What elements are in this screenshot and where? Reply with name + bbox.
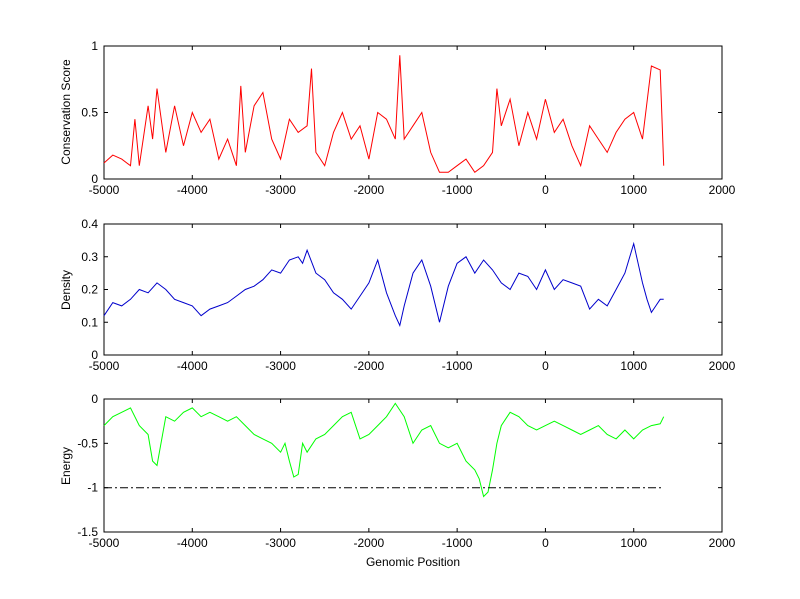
energy-xlabel: Genomic Position [366, 555, 460, 569]
energy-panel: -5000 -4000 -3000 -2000 -1000 0 1000 2000 -1.5 -1… [59, 392, 736, 569]
conservation-series-line-0 [103, 55, 665, 174]
density-xtick-label: -4000 [177, 359, 208, 373]
energy-ticks: -5000 -4000 -3000 -2000 -1000 0 1000 2000 -1.5 -1… [77, 392, 735, 550]
energy-xtick-label: 0 [542, 536, 549, 550]
energy-xtick-label: -2000 [354, 536, 385, 550]
density-axes-frame [103, 223, 723, 356]
conservation-xtick-label: -2000 [354, 183, 385, 197]
conservation-panel: -5000 -4000 -3000 -2000 -1000 0 1000 200000.51 … [59, 39, 736, 197]
conservation-ytick-label: 1 [91, 39, 98, 53]
conservation-xtick-label: -4000 [177, 183, 208, 197]
conservation-xtick-label: 0 [542, 183, 549, 197]
density-xtick-label: 1000 [620, 359, 647, 373]
conservation-xtick-label: -5000 [89, 183, 120, 197]
energy-ylabel: Energy [59, 447, 73, 485]
density-ytick-label: 0.1 [81, 315, 98, 329]
energy-xtick-label: -5000 [89, 536, 120, 550]
density-xtick-label: -2000 [354, 359, 385, 373]
conservation-ticks: -5000 -4000 -3000 -2000 -1000 0 1000 2000 0 0.5 1 [81, 39, 735, 197]
conservation-series [103, 55, 665, 174]
energy-ytick-label: -1.5 [77, 525, 98, 539]
energy-series [103, 402, 665, 498]
conservation-xtick-label: 2000 [709, 183, 736, 197]
energy-xtick-label: -3000 [265, 536, 296, 550]
density-ytick-label: 0.4 [81, 217, 98, 231]
conservation-xtick-label: 1000 [620, 183, 647, 197]
energy-ytick-label: -0.5 [77, 436, 98, 450]
energy-ytick-label: 0 [91, 392, 98, 406]
density-ytick-label: 0 [91, 348, 98, 362]
energy-xtick-label: -1000 [442, 536, 473, 550]
energy-xtick-label: 2000 [709, 536, 736, 550]
energy-ytick-label: -1 [87, 481, 98, 495]
conservation-axes-frame [103, 45, 723, 180]
conservation-ylabel: Conservation Score [59, 59, 73, 165]
density-panel: -5000 -4000 -3000 -2000 -1000 0 1000 2000 0 0.1 0.… [59, 217, 736, 373]
density-xtick-label: -1000 [442, 359, 473, 373]
density-ytick-label: 0.2 [81, 283, 98, 297]
conservation-xtick-label: -1000 [442, 183, 473, 197]
density-ytick-label: 0.3 [81, 250, 98, 264]
energy-axes-frame [103, 398, 723, 533]
conservation-ytick-label: 0 [91, 172, 98, 186]
energy-xtick-label: 1000 [620, 536, 647, 550]
density-ylabel: Density [59, 270, 73, 310]
density-ticks: -5000 -4000 -3000 -2000 -1000 0 1000 2000 0 0.1 0.… [81, 217, 735, 373]
density-xtick-label: 2000 [709, 359, 736, 373]
conservation-ytick-label: 0.5 [81, 106, 98, 120]
density-series-line-0 [103, 241, 664, 328]
density-series [103, 241, 664, 328]
energy-xtick-label: -4000 [177, 536, 208, 550]
density-xtick-label: -5000 [89, 359, 120, 373]
density-xtick-label: -3000 [265, 359, 296, 373]
energy-series-line-0 [103, 402, 665, 498]
conservation-xtick-label: -3000 [265, 183, 296, 197]
density-xtick-label: 0 [542, 359, 549, 373]
